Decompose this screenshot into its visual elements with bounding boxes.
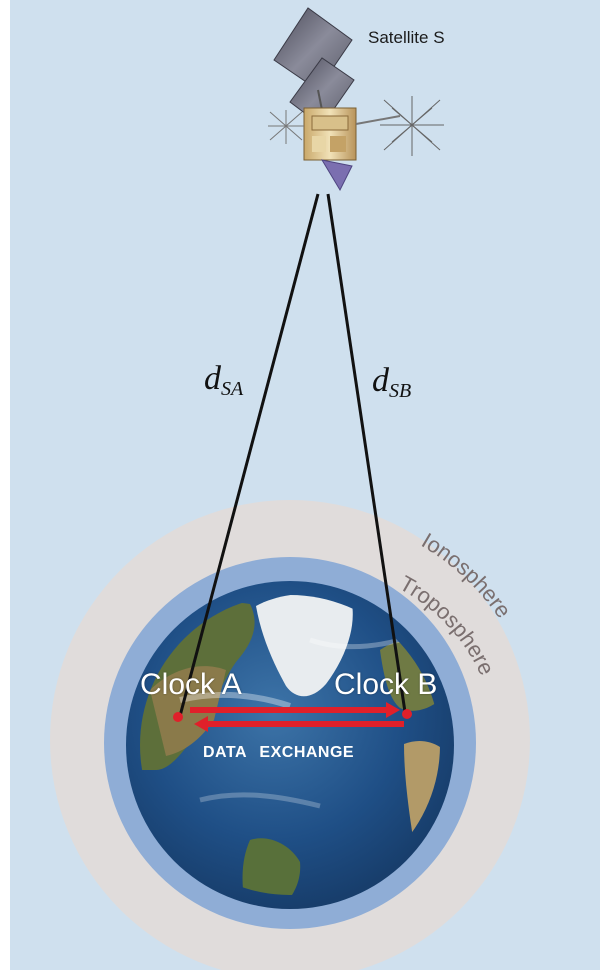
signal-path-sa	[178, 193, 320, 717]
clock-a-label: Clock A	[140, 668, 242, 701]
distance-symbol-sa: d	[204, 360, 221, 397]
signal-path-sb	[326, 193, 407, 713]
data-exchange-label: DATA EXCHANGE	[203, 744, 355, 761]
clock-a-dot	[173, 712, 183, 722]
distance-symbol-sb: d	[372, 362, 389, 399]
distance-subscript-sa: SA	[221, 378, 244, 400]
clock-b-label: Clock B	[334, 668, 438, 701]
satellite-icon	[268, 7, 444, 192]
clock-b-dot	[402, 709, 412, 719]
distance-label-sb: dSB	[372, 362, 412, 402]
satellite-label: Satellite S	[368, 28, 445, 47]
data-exchange-arrows	[190, 702, 404, 732]
earth-globe	[126, 581, 454, 909]
distance-label-sa: dSA	[204, 360, 244, 400]
distance-subscript-sb: SB	[389, 380, 412, 402]
